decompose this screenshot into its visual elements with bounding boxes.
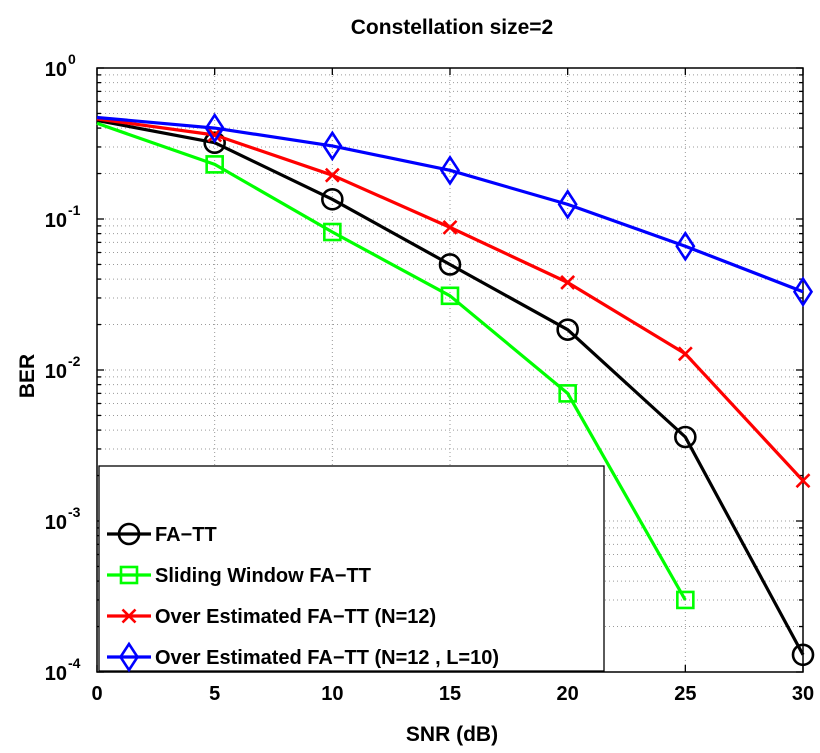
data-point xyxy=(439,154,461,186)
x-tick-label: 10 xyxy=(321,683,343,705)
y-tick-label: 10 xyxy=(45,512,67,534)
y-tick-label: 10 xyxy=(45,663,67,685)
series-group xyxy=(96,121,695,610)
data-point xyxy=(207,127,223,143)
y-tick-label: 10 xyxy=(45,361,67,383)
y-tick-exponent: -3 xyxy=(68,504,81,520)
y-tick-label: 10 xyxy=(45,210,67,232)
data-point xyxy=(322,130,343,162)
legend-label: Sliding Window FA−TT xyxy=(155,565,371,587)
y-tick-label: 10 xyxy=(45,59,67,81)
x-tick-label: 30 xyxy=(792,683,814,705)
data-point xyxy=(791,643,815,667)
legend: FA−TT Sliding Window FA−TT Over Estimated … xyxy=(98,465,605,673)
x-tick-label: 25 xyxy=(674,683,696,705)
series-line xyxy=(96,115,804,294)
data-point xyxy=(438,253,462,276)
legend-label: Over Estimated FA−TT (N=12 , L=10) xyxy=(155,647,499,669)
legend-label: Over Estimated FA−TT (N=12) xyxy=(155,606,436,628)
data-point xyxy=(558,384,577,403)
data-point xyxy=(119,565,139,585)
series-group xyxy=(96,117,811,489)
chart-title: Constellation size=2 xyxy=(351,16,553,39)
series-line xyxy=(96,121,687,601)
data-point xyxy=(676,590,695,610)
data-point xyxy=(204,112,225,144)
data-point xyxy=(117,522,141,546)
series-layer xyxy=(96,112,815,667)
data-point xyxy=(560,275,576,290)
data-point xyxy=(795,473,811,489)
data-point xyxy=(440,286,460,306)
x-axis-label: SNR (dB) xyxy=(406,723,498,746)
x-tick-label: 5 xyxy=(209,683,220,705)
y-tick-exponent: 0 xyxy=(68,51,76,67)
data-point xyxy=(442,219,458,235)
y-axis-label: BER xyxy=(16,354,39,398)
series-group xyxy=(96,112,814,308)
legend-label: FA−TT xyxy=(155,524,217,546)
data-point xyxy=(677,346,693,362)
data-point xyxy=(203,131,226,155)
data-point xyxy=(557,188,578,220)
y-tick-exponent: -2 xyxy=(68,353,81,369)
x-tick-label: 15 xyxy=(439,683,461,705)
data-point xyxy=(675,230,696,262)
legend-box xyxy=(98,465,605,672)
y-tick-exponent: -1 xyxy=(68,202,81,218)
data-point xyxy=(324,167,340,183)
x-tick-labels: 0 5 10 15 20 25 30 xyxy=(91,683,814,705)
data-point xyxy=(674,425,697,449)
data-point xyxy=(205,155,224,174)
data-point xyxy=(121,608,137,624)
y-tick-exponent: -4 xyxy=(68,655,81,671)
x-tick-label: 20 xyxy=(557,683,579,705)
x-tick-label: 0 xyxy=(91,683,102,705)
data-point xyxy=(556,318,579,341)
data-point xyxy=(323,222,342,242)
data-point xyxy=(792,276,814,308)
data-point xyxy=(118,641,140,673)
data-point xyxy=(321,188,344,211)
